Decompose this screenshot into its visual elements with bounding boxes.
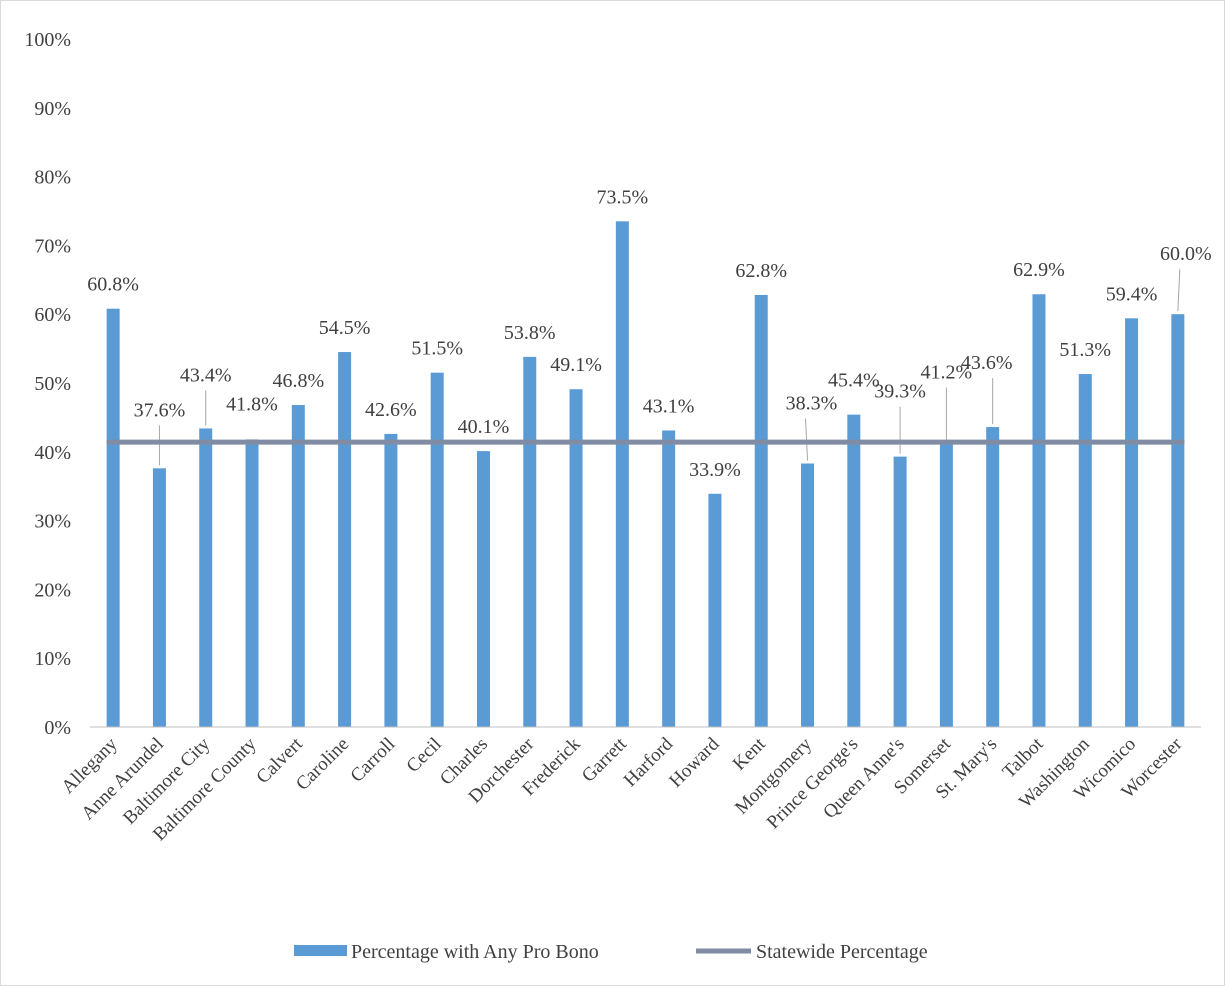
bar [847,414,861,727]
data-label: 54.5% [319,317,371,339]
x-tick-label: Kent [729,733,770,774]
leader-lines [158,269,1181,466]
y-tick-label: 80% [34,167,71,189]
legend: Percentage with Any Pro Bono Statewide P… [294,941,928,963]
data-label: 46.8% [272,370,324,392]
data-label: 53.8% [504,322,556,344]
bar [754,294,768,727]
bar [1078,374,1092,727]
bar [939,443,953,727]
data-label: 41.8% [226,393,278,415]
y-tick-label: 60% [34,304,71,326]
data-labels: 60.8% 37.6% 43.4% 41.8%46.8% 54.5% 42.6% 51.5%… [87,186,1211,480]
data-label: 62.9% [1013,259,1065,281]
legend-label-bars: Percentage with Any Pro Bono [351,941,599,963]
bar [1125,318,1139,727]
data-label: 43.6% [961,352,1013,374]
data-label: 60.0% [1160,243,1212,265]
data-label: 40.1% [458,416,510,438]
x-tick-label: Caroline [292,734,353,795]
bar-series [106,221,1185,727]
data-label: 38.3% [786,392,838,414]
y-tick-label: 20% [34,579,71,601]
legend-swatch-bars [294,945,347,956]
x-tick-label: Harford [620,733,678,791]
data-label: 60.8% [87,274,139,296]
bar [662,430,676,727]
bar [338,352,352,727]
bar [523,356,537,727]
y-tick-label: 10% [34,648,71,670]
data-label: 41.2% [921,362,973,384]
data-label: 51.5% [411,338,463,360]
data-label: 33.9% [689,459,741,481]
data-label: 43.1% [643,395,695,417]
bar [801,463,815,727]
y-tick-label: 0% [44,717,71,739]
y-axis: 0% 10% 20% 30% 40% 50% 60% 70% 80% 90% 100% [24,29,71,739]
data-label: 45.4% [828,370,880,392]
data-label: 73.5% [597,186,649,208]
leader-line [1177,269,1181,312]
x-tick-label: Howard [665,733,723,791]
bar [569,389,583,727]
y-tick-label: 100% [24,29,71,51]
data-label: 42.6% [365,399,417,421]
bar [708,493,722,727]
bar [152,468,166,727]
y-tick-label: 30% [34,511,71,533]
bar [1171,314,1185,727]
bar [476,451,490,727]
bar [615,221,629,727]
bar [893,456,907,727]
data-label: 37.6% [134,399,186,421]
bar [106,308,120,727]
data-label: 51.3% [1059,339,1111,361]
y-tick-label: 70% [34,235,71,257]
leader-line [805,418,809,461]
data-label: 43.4% [180,364,232,386]
bar [291,405,305,727]
bar [199,428,213,727]
legend-label-line: Statewide Percentage [756,941,928,963]
bar [384,433,398,727]
data-label: 59.4% [1106,283,1158,305]
data-label: 49.1% [550,354,602,376]
bar [430,372,444,727]
bar [245,439,259,727]
y-tick-label: 40% [34,442,71,464]
data-label: 39.3% [874,381,926,403]
bar [1032,294,1046,727]
y-tick-label: 50% [34,373,71,395]
data-label: 62.8% [735,260,787,282]
y-tick-label: 90% [34,98,71,120]
x-tick-label: Carroll [347,734,400,787]
bar [986,427,1000,727]
